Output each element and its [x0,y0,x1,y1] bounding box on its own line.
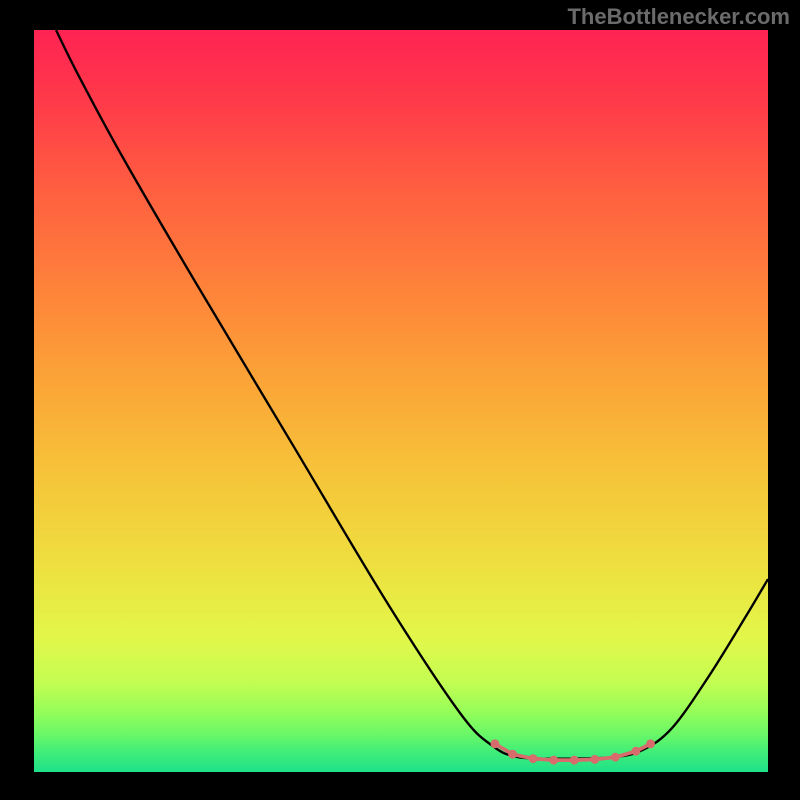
chart-container: TheBottlenecker.com [0,0,800,800]
marker-dot [549,756,558,765]
marker-dot [570,756,579,765]
marker-dot [646,739,655,748]
watermark-text: TheBottlenecker.com [567,4,790,30]
marker-dot [529,754,538,763]
curve-overlay [34,30,768,772]
valley-markers [491,739,655,764]
marker-dot [611,753,620,762]
marker-dot [631,747,640,756]
plot-area [34,30,768,772]
marker-dot [590,755,599,764]
marker-dot [491,739,500,748]
bottleneck-curve [56,30,768,759]
marker-dot [508,750,517,759]
